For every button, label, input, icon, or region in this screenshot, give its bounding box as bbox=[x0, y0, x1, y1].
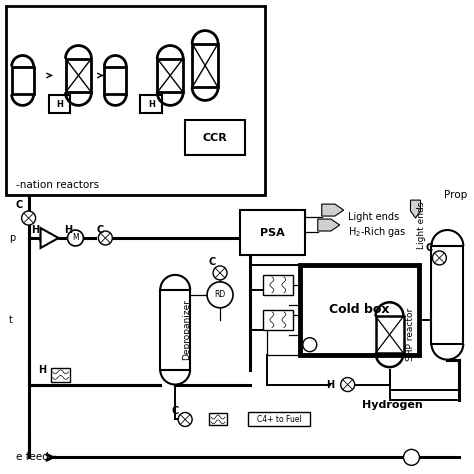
Circle shape bbox=[99, 231, 112, 245]
Bar bbox=[185, 120, 245, 155]
Text: Light ends: Light ends bbox=[417, 201, 426, 249]
Text: C: C bbox=[97, 225, 104, 235]
Text: C: C bbox=[172, 407, 179, 417]
Bar bbox=[209, 413, 227, 426]
Text: Prop: Prop bbox=[445, 190, 468, 200]
Text: -nation reactors: -nation reactors bbox=[16, 180, 99, 190]
Circle shape bbox=[178, 412, 192, 427]
Text: Hydrogen: Hydrogen bbox=[362, 400, 423, 410]
Text: e feed: e feed bbox=[16, 452, 48, 462]
Bar bbox=[140, 95, 162, 113]
Text: p: p bbox=[9, 233, 15, 243]
Circle shape bbox=[303, 337, 317, 352]
Text: RD: RD bbox=[214, 291, 226, 299]
Text: Depropanizer: Depropanizer bbox=[182, 299, 191, 360]
Bar bbox=[192, 44, 218, 87]
Bar bbox=[48, 95, 71, 113]
Bar bbox=[248, 412, 310, 427]
Text: H: H bbox=[326, 380, 334, 390]
Text: H: H bbox=[56, 100, 63, 109]
Text: H$_2$-Rich gas: H$_2$-Rich gas bbox=[347, 225, 406, 239]
Bar bbox=[12, 66, 34, 94]
Text: Cold box: Cold box bbox=[329, 303, 390, 316]
Bar bbox=[263, 275, 293, 295]
Text: M: M bbox=[72, 234, 79, 243]
Circle shape bbox=[213, 266, 227, 280]
Bar bbox=[300, 265, 419, 355]
Bar bbox=[51, 368, 71, 382]
Text: H: H bbox=[64, 225, 73, 235]
Polygon shape bbox=[41, 228, 58, 248]
Bar bbox=[65, 58, 91, 92]
Polygon shape bbox=[410, 200, 420, 218]
Text: PSA: PSA bbox=[260, 228, 285, 237]
Text: H: H bbox=[32, 225, 40, 235]
Bar bbox=[6, 6, 265, 195]
Text: C: C bbox=[209, 257, 216, 267]
Bar bbox=[375, 316, 403, 353]
Text: C4+ to Fuel: C4+ to Fuel bbox=[256, 415, 301, 424]
Text: C: C bbox=[426, 243, 433, 253]
Text: C: C bbox=[15, 200, 22, 210]
Circle shape bbox=[432, 251, 447, 265]
Text: H: H bbox=[148, 100, 155, 109]
Bar bbox=[160, 290, 190, 370]
Text: t: t bbox=[9, 315, 12, 325]
Text: H: H bbox=[38, 365, 46, 374]
Circle shape bbox=[403, 449, 419, 465]
Circle shape bbox=[341, 378, 355, 392]
Bar bbox=[104, 66, 127, 94]
Circle shape bbox=[22, 211, 36, 225]
Circle shape bbox=[67, 230, 83, 246]
Text: CCR: CCR bbox=[203, 133, 228, 143]
Bar bbox=[263, 310, 293, 330]
Polygon shape bbox=[322, 204, 344, 216]
Bar bbox=[431, 246, 463, 344]
Bar bbox=[157, 58, 183, 92]
Bar bbox=[240, 210, 305, 255]
Text: SHP reactor: SHP reactor bbox=[405, 308, 414, 361]
Text: Light ends: Light ends bbox=[347, 212, 399, 222]
Circle shape bbox=[207, 282, 233, 308]
Polygon shape bbox=[318, 219, 340, 231]
